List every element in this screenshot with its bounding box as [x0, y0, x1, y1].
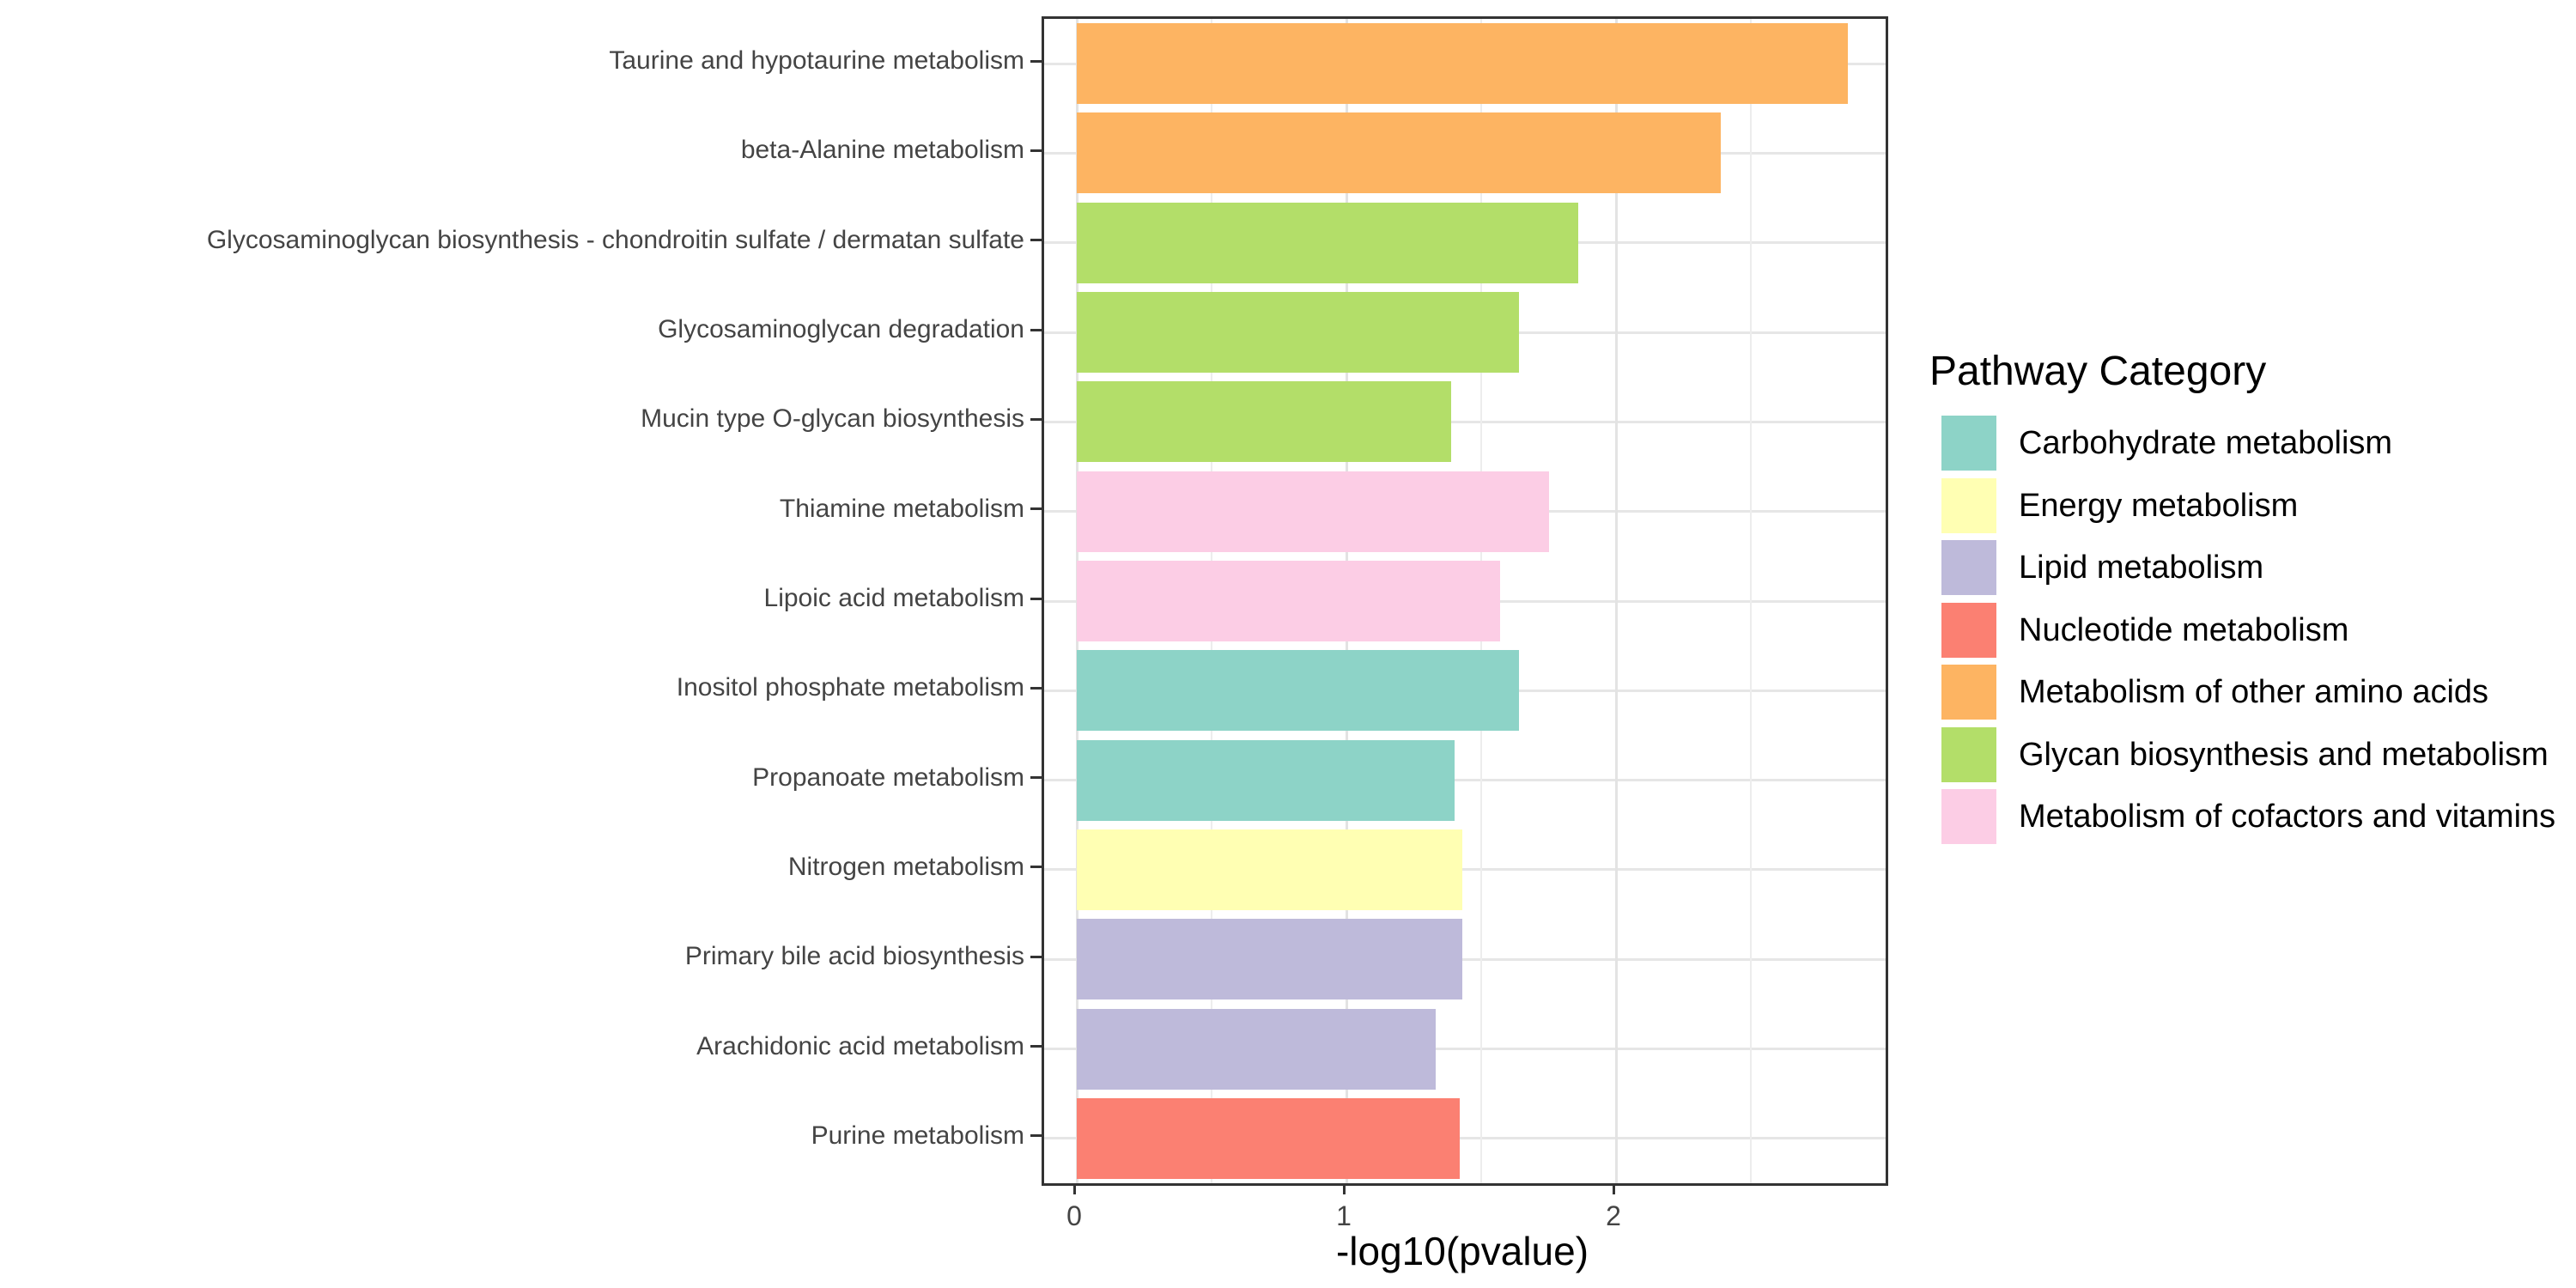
legend-label: Lipid metabolism	[2019, 550, 2264, 586]
legend-swatch	[1941, 665, 1996, 720]
y-axis-label: Taurine and hypotaurine metabolism	[609, 46, 1024, 76]
y-axis-tick	[1030, 507, 1042, 511]
legend-label: Nucleotide metabolism	[2019, 611, 2349, 648]
y-axis-label: Mucin type O-glycan biosynthesis	[641, 404, 1024, 434]
legend-swatch	[1941, 477, 1996, 533]
bar	[1077, 650, 1519, 732]
legend-swatch	[1941, 540, 1996, 595]
legend-label: Glycan biosynthesis and metabolism	[2019, 736, 2549, 773]
y-axis-tick	[1030, 866, 1042, 869]
x-axis-tick-label: 2	[1606, 1200, 1621, 1231]
bar	[1077, 919, 1463, 1000]
x-axis-title: -log10(pvalue)	[1335, 1229, 1589, 1273]
bar	[1077, 292, 1519, 374]
y-axis-tick	[1030, 328, 1042, 331]
y-axis-tick	[1030, 955, 1042, 958]
gridline-horizontal	[1044, 420, 1886, 423]
y-axis-label: Nitrogen metabolism	[787, 852, 1024, 881]
y-axis-tick	[1030, 149, 1042, 152]
x-axis-tick-label: 0	[1066, 1200, 1082, 1231]
bar	[1077, 23, 1849, 105]
bar	[1077, 112, 1722, 194]
bar	[1077, 561, 1500, 641]
y-axis-label: Glycosaminoglycan biosynthesis - chondro…	[206, 225, 1024, 254]
bar	[1077, 381, 1452, 463]
legend-label: Energy metabolism	[2019, 487, 2299, 524]
y-axis-tick	[1030, 417, 1042, 421]
gridline-horizontal	[1044, 868, 1886, 872]
gridline-horizontal	[1044, 957, 1886, 961]
y-axis-tick	[1030, 597, 1042, 600]
y-axis-label: beta-Alanine metabolism	[740, 136, 1024, 165]
y-axis-tick	[1030, 239, 1042, 242]
y-axis-label: Arachidonic acid metabolism	[696, 1031, 1024, 1060]
legend-swatch	[1941, 416, 1996, 471]
x-axis-tick	[1612, 1183, 1615, 1194]
bar	[1077, 202, 1579, 283]
y-axis-label: Inositol phosphate metabolism	[676, 673, 1024, 702]
legend-swatch	[1941, 726, 1996, 782]
y-axis-tick	[1030, 686, 1042, 690]
x-axis-tick	[1342, 1183, 1346, 1194]
y-axis-label: Thiamine metabolism	[779, 494, 1024, 523]
legend-swatch	[1941, 602, 1996, 658]
gridline-horizontal	[1044, 779, 1886, 782]
y-axis-label: Primary bile acid biosynthesis	[684, 942, 1024, 971]
y-axis-tick	[1030, 1045, 1042, 1048]
bar	[1077, 471, 1549, 552]
legend-title: Pathway Category	[1929, 349, 2267, 394]
y-axis-label: Lipoic acid metabolism	[763, 584, 1024, 612]
bar	[1077, 739, 1455, 821]
y-axis-label: Propanoate metabolism	[752, 762, 1024, 792]
y-axis-tick	[1030, 1134, 1042, 1138]
y-axis-label: Purine metabolism	[811, 1121, 1024, 1150]
x-axis-tick	[1072, 1183, 1076, 1194]
plot-panel	[1042, 16, 1888, 1186]
legend-swatch	[1941, 789, 1996, 844]
legend-label: Metabolism of other amino acids	[2019, 674, 2489, 710]
gridline-horizontal	[1044, 1048, 1886, 1051]
gridline-horizontal	[1044, 1137, 1886, 1140]
legend-label: Metabolism of cofactors and vitamins	[2019, 799, 2556, 835]
y-axis-tick	[1030, 776, 1042, 780]
gridline-vertical-major	[1614, 19, 1618, 1183]
legend-label: Carbohydrate metabolism	[2019, 425, 2393, 461]
y-axis-tick	[1030, 59, 1042, 63]
y-axis-label: Glycosaminoglycan degradation	[658, 315, 1024, 344]
bar	[1077, 1008, 1436, 1090]
gridline-vertical-minor	[1750, 19, 1752, 1183]
bar	[1077, 1097, 1460, 1179]
bar	[1077, 829, 1463, 910]
x-axis-tick-label: 1	[1336, 1200, 1352, 1231]
